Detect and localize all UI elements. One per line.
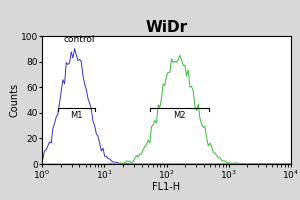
Text: control: control [63,35,95,44]
Text: M1: M1 [70,111,83,120]
Y-axis label: Counts: Counts [9,83,19,117]
X-axis label: FL1-H: FL1-H [152,182,181,192]
Title: WiDr: WiDr [146,20,188,35]
Text: M2: M2 [173,111,186,120]
